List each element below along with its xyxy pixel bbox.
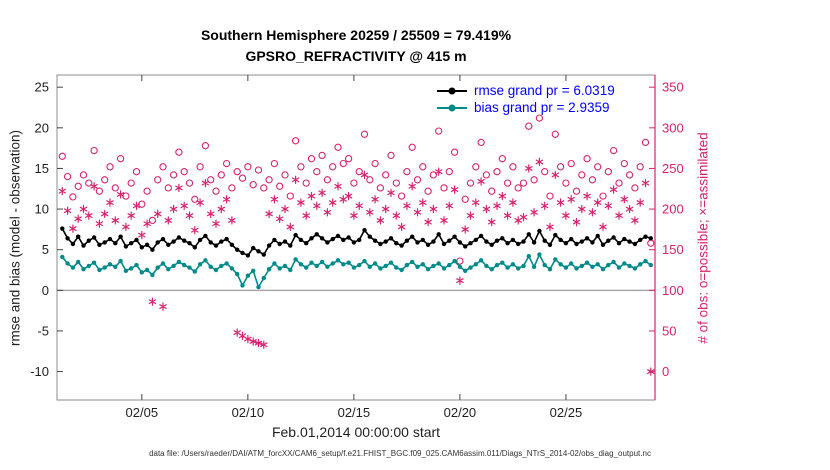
svg-text:200: 200 — [662, 202, 684, 217]
legend-label-rmse: rmse grand pr = 6.0319 — [474, 83, 615, 98]
svg-text:-5: -5 — [37, 323, 49, 338]
svg-text:02/05: 02/05 — [126, 405, 159, 420]
bias-line-dot-icon — [437, 103, 467, 112]
datafile-caption: data file: /Users/raeder/DAI/ATM_forcXX/… — [149, 449, 651, 458]
svg-text:02/10: 02/10 — [232, 405, 265, 420]
svg-text:350: 350 — [662, 80, 684, 95]
svg-text:100: 100 — [662, 283, 684, 298]
svg-text:50: 50 — [662, 323, 676, 338]
svg-text:02/20: 02/20 — [444, 405, 477, 420]
svg-text:0: 0 — [662, 364, 669, 379]
svg-text:150: 150 — [662, 242, 684, 257]
y-right-axis-label: # of obs: o=possible; ×=assimilated — [695, 132, 711, 344]
rmse-line-dot-icon — [437, 86, 467, 95]
svg-text:250: 250 — [662, 161, 684, 176]
y-left-axis-label: rmse and bias (model - observation) — [7, 129, 23, 347]
x-axis-label: Feb.01,2014 00:00:00 start — [271, 424, 441, 440]
svg-text:02/25: 02/25 — [550, 405, 583, 420]
legend-item-bias: bias grand pr = 2.9359 — [437, 99, 615, 116]
svg-text:15: 15 — [35, 161, 49, 176]
svg-text:25: 25 — [35, 80, 49, 95]
plot-title: Southern Hemisphere 20259 / 25509 = 79.4… — [200, 27, 512, 43]
svg-text:20: 20 — [35, 120, 49, 135]
plot-subtitle: GPSRO_REFRACTIVITY @ 415 m — [245, 48, 467, 64]
svg-text:0: 0 — [42, 283, 49, 298]
svg-text:5: 5 — [42, 242, 49, 257]
svg-text:-10: -10 — [30, 364, 49, 379]
legend-item-rmse: rmse grand pr = 6.0319 — [437, 82, 615, 99]
svg-text:10: 10 — [35, 202, 49, 217]
legend: rmse grand pr = 6.0319 bias grand pr = 2… — [437, 82, 615, 116]
legend-label-bias: bias grand pr = 2.9359 — [474, 100, 610, 115]
svg-text:02/15: 02/15 — [338, 405, 371, 420]
svg-text:300: 300 — [662, 120, 684, 135]
